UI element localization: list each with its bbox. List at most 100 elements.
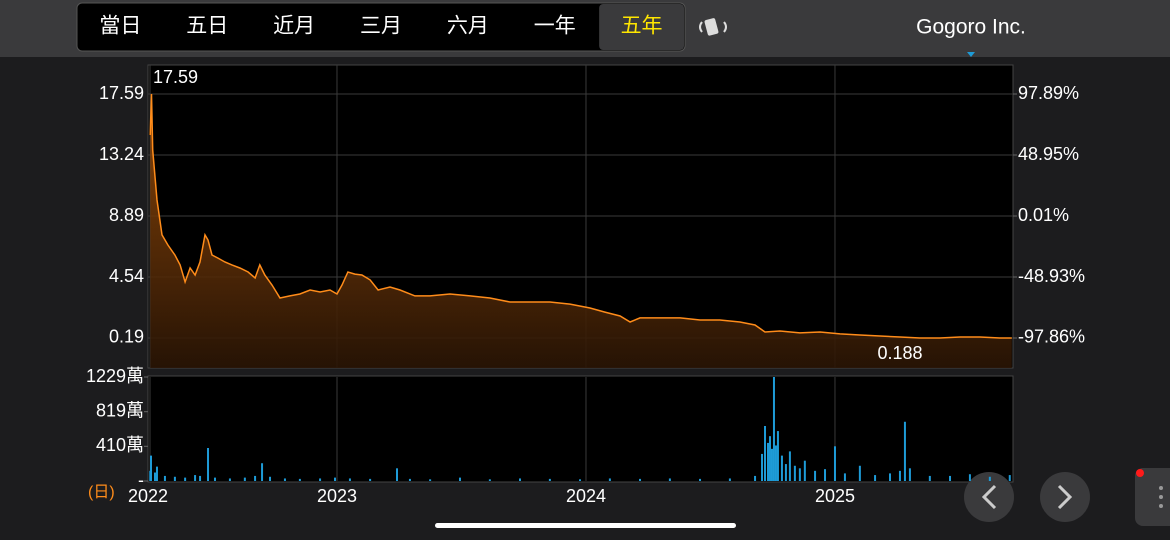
prev-button[interactable] (964, 472, 1014, 522)
x-tick-label: 2022 (128, 486, 168, 506)
y-tick-label: 0.19 (109, 327, 144, 347)
price-area (150, 94, 1012, 368)
volume-bar (194, 475, 197, 481)
menu-dot (1159, 504, 1163, 508)
volume-bar (928, 475, 931, 481)
volume-bar (770, 448, 773, 481)
company-indicator (967, 52, 975, 57)
volume-bar (968, 474, 971, 481)
volume-bar (780, 455, 783, 481)
company-name[interactable]: Gogoro Inc. (916, 16, 1026, 39)
rotate-icon-phone (704, 18, 719, 36)
y-tick-label: - (138, 470, 144, 490)
notification-dot (1136, 469, 1144, 477)
volume-bar (824, 469, 827, 481)
volume-bar (488, 479, 491, 481)
tab[interactable]: 一年 (534, 15, 576, 38)
volume-bar (699, 478, 702, 481)
tab[interactable]: 六月 (447, 15, 489, 38)
side-menu-bg (1135, 468, 1170, 526)
rotate-icon-arrows (699, 21, 727, 33)
volume-bar (261, 463, 264, 481)
volume-bar (155, 466, 158, 481)
volume-bar (793, 465, 796, 481)
volume-bar (184, 477, 187, 481)
x-tick-label: 2025 (815, 486, 855, 506)
volume-bar (153, 472, 156, 481)
unit-label: (日) (88, 484, 115, 501)
volume-bar (269, 476, 272, 481)
tab-bar (76, 2, 686, 52)
tab[interactable]: 三月 (360, 15, 402, 38)
volume-bar (949, 475, 952, 481)
next-button[interactable] (1040, 472, 1090, 522)
tab[interactable]: 當日 (99, 15, 141, 38)
volume-bar (243, 477, 246, 481)
volume-bar (766, 442, 769, 481)
volume-bar (254, 475, 257, 481)
side-menu-button[interactable] (1135, 468, 1170, 526)
next-button-bg (1040, 472, 1090, 522)
volume-bar (803, 460, 806, 481)
volume-bar (784, 464, 787, 481)
volume-bar (348, 478, 351, 481)
volume-bar (207, 447, 210, 481)
volume-bar (728, 478, 731, 481)
y2-tick-label: 97.89% (1018, 83, 1079, 103)
menu-dot (1159, 486, 1163, 490)
y-tick-label: 17.59 (99, 83, 144, 103)
volume-bar (173, 476, 176, 481)
tab[interactable]: 五日 (186, 15, 228, 38)
y2-tick-label: 48.95% (1018, 144, 1079, 164)
volume-bar (319, 478, 322, 481)
next-chevron (1057, 484, 1073, 510)
tab[interactable]: 近月 (273, 15, 315, 38)
volume-bar (579, 479, 582, 481)
y-tick-label: 8.89 (109, 205, 144, 225)
tab[interactable]: 五年 (621, 15, 663, 38)
volume-bar (988, 476, 991, 481)
volume-bar (668, 478, 671, 481)
active-tab-bg (599, 4, 684, 50)
volume-bar (774, 445, 777, 481)
volume-bar (199, 475, 202, 481)
volume-bar (429, 479, 432, 481)
volume-bar (518, 478, 521, 481)
volume-bar (298, 478, 301, 481)
volume-bar (764, 425, 767, 481)
volume-bar (149, 455, 152, 481)
volume-bar (768, 436, 771, 481)
volume-bar (639, 478, 642, 481)
volume-bar (283, 478, 286, 481)
y2-tick-label: -48.93% (1018, 266, 1085, 286)
volume-bar (761, 453, 764, 481)
volume-bar (548, 478, 551, 481)
volume-bar (858, 465, 861, 481)
volume-bar (898, 470, 901, 481)
volume-bar (772, 377, 775, 481)
home-indicator (435, 523, 736, 528)
volume-bar (903, 421, 906, 481)
volume-bar (776, 431, 779, 481)
price-line (149, 93, 1012, 339)
y2-tick-label: 0.01% (1018, 205, 1069, 225)
volume-bar (874, 475, 877, 481)
volume-bar (369, 478, 372, 481)
volume-bar (788, 451, 791, 481)
volume-plot-area (147, 375, 1014, 483)
rotate-icon[interactable] (699, 18, 727, 36)
volume-bar (228, 478, 231, 481)
y-tick-label: 4.54 (109, 266, 144, 286)
volume-bar (395, 468, 398, 481)
y-tick-label: 1229萬 (86, 366, 144, 386)
menu-dot (1159, 495, 1163, 499)
volume-bar (843, 473, 846, 481)
max-annotation: 17.59 (153, 67, 198, 87)
y-tick-label: 819萬 (96, 400, 144, 420)
volume-bar (608, 478, 611, 481)
x-tick-label: 2024 (566, 486, 606, 506)
prev-chevron (981, 484, 997, 510)
volume-bar (833, 446, 836, 481)
